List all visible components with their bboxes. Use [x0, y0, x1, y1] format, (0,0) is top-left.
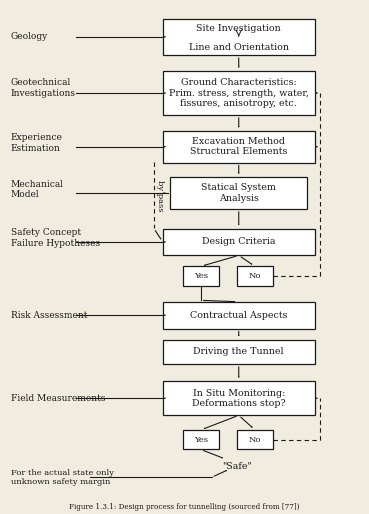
- Text: Ground Characteristics:
Prim. stress, strength, water,
fissures, anisotropy, etc: Ground Characteristics: Prim. stress, st…: [169, 78, 309, 108]
- Text: No: No: [249, 436, 261, 444]
- Text: by pass: by pass: [156, 179, 164, 211]
- Bar: [163, 302, 315, 328]
- Text: Site Investigation: Site Investigation: [196, 24, 281, 32]
- Text: Yes: Yes: [194, 272, 208, 280]
- Text: Geology: Geology: [11, 32, 48, 42]
- Text: Statical System
Analysis: Statical System Analysis: [201, 183, 276, 203]
- Text: Yes: Yes: [194, 436, 208, 444]
- Bar: [163, 229, 315, 255]
- Text: Experience
Estimation: Experience Estimation: [11, 133, 63, 153]
- Text: For the actual state only
unknown safety margin: For the actual state only unknown safety…: [11, 469, 114, 486]
- Text: In Situ Monitoring:
Deformations stop?: In Situ Monitoring: Deformations stop?: [192, 389, 286, 408]
- Text: No: No: [249, 272, 261, 280]
- Bar: [163, 19, 315, 55]
- Text: Figure 1.3.1: Design process for tunnelling (sourced from [77]): Figure 1.3.1: Design process for tunnell…: [69, 503, 300, 511]
- Bar: [237, 430, 273, 449]
- Bar: [163, 340, 315, 364]
- Text: Risk Assessment: Risk Assessment: [11, 310, 87, 320]
- Text: "Safe": "Safe": [222, 462, 252, 471]
- Bar: [183, 430, 219, 449]
- Text: Line and Orientation: Line and Orientation: [189, 43, 289, 52]
- Text: Contractual Aspects: Contractual Aspects: [190, 310, 287, 320]
- Text: Mechanical
Model: Mechanical Model: [11, 179, 64, 199]
- Bar: [163, 131, 315, 162]
- Text: Geotechnical
Investigations: Geotechnical Investigations: [11, 79, 76, 98]
- Bar: [163, 381, 315, 415]
- Bar: [183, 266, 219, 286]
- Bar: [163, 71, 315, 115]
- Text: Field Measurements: Field Measurements: [11, 394, 106, 403]
- Text: Safety Concept
Failure Hypotheses: Safety Concept Failure Hypotheses: [11, 228, 100, 248]
- Bar: [170, 177, 307, 209]
- Bar: [237, 266, 273, 286]
- Text: Design Criteria: Design Criteria: [202, 237, 276, 247]
- Text: Driving the Tunnel: Driving the Tunnel: [193, 347, 284, 356]
- Text: Excavation Method
Structural Elements: Excavation Method Structural Elements: [190, 137, 287, 156]
